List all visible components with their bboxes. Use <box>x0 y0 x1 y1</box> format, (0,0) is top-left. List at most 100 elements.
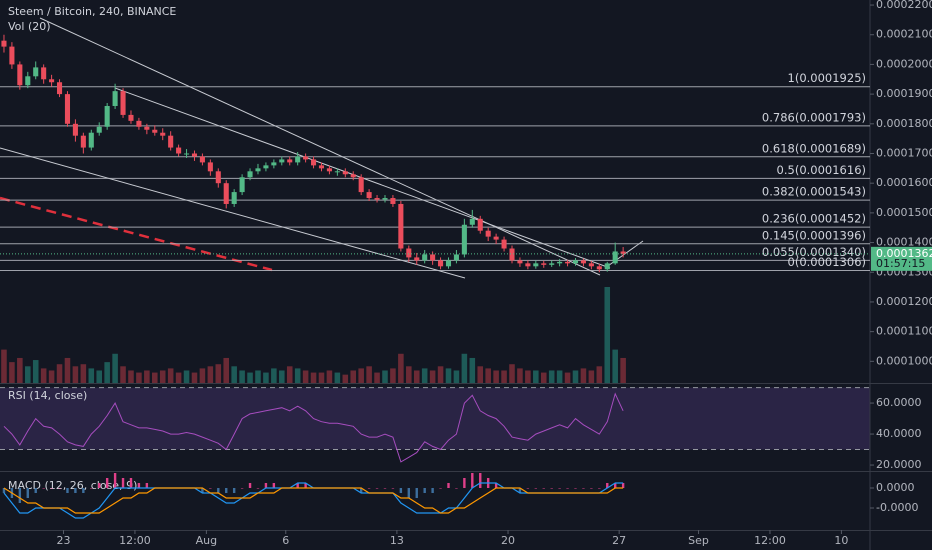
y-tick-label: 0.0000 <box>876 481 915 494</box>
candle-body <box>604 263 610 270</box>
volume-bar <box>302 370 309 383</box>
volume-bar <box>32 360 39 383</box>
volume-bar <box>96 370 103 383</box>
macd-histogram-bar <box>606 483 609 488</box>
macd-histogram-bar <box>415 488 418 498</box>
candle-body <box>453 254 459 261</box>
volume-bar <box>406 366 412 383</box>
candle-body <box>334 171 340 173</box>
volume-bar <box>159 370 166 383</box>
volume-bar <box>556 370 563 383</box>
candle-body <box>199 156 205 163</box>
volume-bar <box>286 366 293 383</box>
volume-bar <box>334 372 341 383</box>
volume-bar <box>191 372 198 383</box>
candle-body <box>56 82 63 95</box>
rsi-band <box>0 387 870 450</box>
candle-body <box>25 76 31 86</box>
candle-body <box>493 236 499 240</box>
candle-body <box>184 153 190 155</box>
volume-bar <box>231 366 237 383</box>
volume-bar <box>9 362 15 383</box>
y-tick-label: 40.0000 <box>876 427 922 440</box>
candle-body <box>231 192 237 204</box>
macd-histogram-bar <box>423 488 426 493</box>
fib-label: 0(0.0001306) <box>788 255 866 269</box>
macd-histogram-bar <box>526 488 530 489</box>
volume-bar <box>429 370 436 383</box>
volume-bar <box>342 374 349 383</box>
macd-histogram-bar <box>129 478 133 488</box>
candle-body <box>612 251 618 264</box>
last-price-box <box>871 246 932 271</box>
y-tick-label: -0.0000 <box>876 501 918 514</box>
macd-histogram-bar <box>407 488 411 498</box>
volume-bar <box>207 366 214 383</box>
volume-bar <box>128 370 134 383</box>
x-tick-label: Sep <box>688 534 709 547</box>
fib-label: 0.382(0.0001543) <box>762 185 866 199</box>
candle-body <box>247 171 253 178</box>
y-tick-label: 0.0002000 <box>876 57 932 70</box>
volume-bar <box>25 366 31 383</box>
volume-bar <box>588 370 595 383</box>
candle-body <box>469 218 475 225</box>
volume-bar <box>271 368 277 383</box>
volume-bar <box>310 372 317 383</box>
trend-line <box>604 240 644 269</box>
candle-body <box>72 123 78 136</box>
candle-body <box>215 171 221 184</box>
candle-body <box>572 260 579 264</box>
symbol-title: Steem / Bitcoin, 240, BINANCE <box>8 5 176 18</box>
macd-histogram-bar <box>82 488 85 493</box>
candle-body <box>565 261 571 264</box>
candle-body <box>17 64 23 86</box>
countdown: 01:57:15 <box>876 257 925 270</box>
candle-body <box>580 260 586 264</box>
volume-bar <box>1 349 7 383</box>
candle-body <box>430 254 436 261</box>
macd-histogram-bar <box>542 488 545 489</box>
y-tick-label: 0.0002100 <box>876 28 932 41</box>
candle-body <box>168 135 174 148</box>
y-tick-label: 0.0001700 <box>876 146 932 159</box>
volume-bar <box>485 368 491 383</box>
candle-body <box>311 159 317 166</box>
fib-label: 0.786(0.0001793) <box>762 110 866 124</box>
volume-bar <box>239 370 245 383</box>
volume-bar <box>56 364 63 383</box>
candle-body <box>382 198 388 200</box>
volume-bar <box>144 370 150 383</box>
volume-bar <box>548 370 555 383</box>
volume-bar <box>533 370 539 383</box>
candle-body <box>525 263 531 267</box>
macd-histogram-bar <box>201 488 204 493</box>
macd-label: MACD (12, 26, close, 9) <box>8 479 137 492</box>
volume-bar <box>596 366 603 383</box>
y-tick-label: 0.0001800 <box>876 117 932 130</box>
candle-body <box>358 177 364 193</box>
x-tick-label: 10 <box>834 534 848 547</box>
macd-histogram-bar <box>534 488 538 489</box>
macd-histogram-bar <box>391 488 395 489</box>
volume-bar <box>175 372 182 383</box>
volume-bar <box>501 370 507 383</box>
volume-bar <box>48 370 55 383</box>
macd-histogram-bar <box>98 483 101 488</box>
candle-body <box>1 40 7 47</box>
volume-bar <box>358 368 364 383</box>
y-tick-label: 0.0001600 <box>876 176 932 189</box>
macd-histogram-bar <box>121 478 125 488</box>
macd-histogram-bar <box>217 488 220 493</box>
candle-body <box>160 132 166 136</box>
candle-body <box>406 248 412 258</box>
macd-histogram-bar <box>479 473 482 488</box>
volume-bar <box>572 370 579 383</box>
macd-histogram-bar <box>58 488 61 489</box>
volume-bar <box>390 368 396 383</box>
candle-body <box>350 174 356 178</box>
candle-body <box>271 162 277 166</box>
fib-label: 0.236(0.0001452) <box>762 212 866 226</box>
volume-bar <box>350 370 357 383</box>
